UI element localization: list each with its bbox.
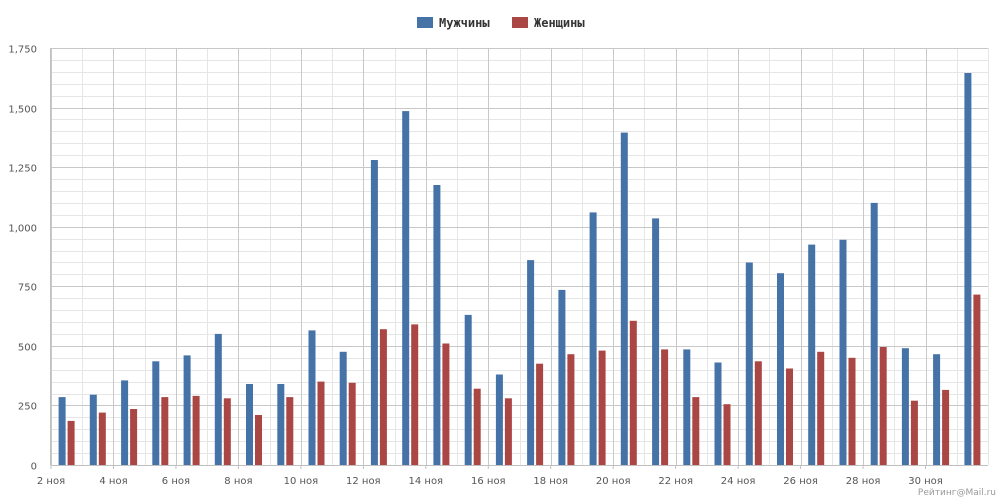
bar-women (379, 329, 387, 465)
x-tick-label: 8 ноя (224, 476, 252, 487)
bar-men (652, 218, 660, 465)
bars (58, 73, 981, 465)
bar-women (348, 382, 356, 465)
bar-women (629, 320, 637, 465)
x-tick-label: 14 ноя (409, 476, 444, 487)
bar-women (317, 381, 325, 465)
bar-women (598, 350, 606, 465)
x-tick-label: 30 ноя (908, 476, 943, 487)
bar-men (901, 348, 909, 465)
legend-label-men[interactable]: Мужчины (439, 16, 490, 30)
bar-men (589, 212, 597, 465)
bar-women (692, 397, 700, 465)
x-tick-label: 18 ноя (533, 476, 568, 487)
bar-women (879, 347, 887, 465)
bar-women (255, 415, 262, 465)
y-axis: 0 250 500 750 1,000 1,250 1,500 1,750 (8, 45, 51, 473)
y-tick-label: 250 (18, 402, 37, 413)
bar-women (98, 412, 106, 465)
bar-men (527, 260, 535, 465)
bar-women (504, 398, 512, 465)
bar-men (839, 239, 847, 465)
y-tick-label: 1,250 (8, 164, 37, 175)
bar-men (121, 380, 129, 465)
bar-men (495, 374, 503, 465)
bar-women (223, 398, 231, 465)
y-tick-label: 750 (18, 283, 37, 294)
bar-women (910, 400, 918, 465)
bar-women (567, 354, 575, 465)
bar-men (152, 361, 160, 465)
y-tick-label: 0 (31, 462, 37, 473)
bar-women (192, 395, 200, 465)
bar-men (89, 394, 97, 465)
bar-women (942, 389, 950, 465)
legend-label-women[interactable]: Женщины (534, 16, 585, 30)
bar-women (161, 397, 169, 465)
y-tick-label: 1,750 (8, 45, 37, 56)
bar-women (473, 388, 481, 465)
bar-men (433, 185, 441, 465)
x-tick-label: 16 ноя (471, 476, 506, 487)
bar-women (286, 397, 294, 465)
bar-men (620, 132, 628, 465)
bar-women (661, 349, 669, 465)
y-tick-label: 1,000 (8, 224, 37, 235)
bar-men (464, 314, 472, 465)
bar-women (723, 404, 731, 465)
x-tick-label: 20 ноя (596, 476, 631, 487)
bar-men (58, 397, 66, 465)
bar-women (130, 409, 138, 465)
bar-men (370, 160, 378, 465)
gridlines (51, 48, 989, 466)
bar-men (745, 262, 753, 465)
x-tick-label: 22 ноя (658, 476, 693, 487)
legend-swatch-women[interactable] (512, 17, 528, 28)
x-tick-label: 28 ноя (846, 476, 881, 487)
x-tick-label: 24 ноя (721, 476, 756, 487)
bar-men (308, 330, 316, 465)
bar-men (214, 333, 222, 465)
bar-men (277, 384, 285, 465)
bar-women (754, 361, 762, 465)
y-tick-label: 500 (18, 343, 37, 354)
x-axis: 2 ноя 4 ноя 6 ноя 8 ноя 10 ноя 12 ноя 14 ноя 16… (37, 465, 988, 487)
bar-men (246, 384, 253, 465)
bar-men (558, 289, 566, 465)
bar-women (67, 420, 75, 465)
bar-women (848, 357, 856, 465)
bar-men (339, 351, 347, 465)
x-tick-label: 26 ноя (783, 476, 818, 487)
bar-men (402, 111, 410, 465)
watermark: Рейтинг@Mail.ru (918, 488, 996, 498)
bar-men (933, 354, 941, 465)
bar-women (786, 368, 793, 465)
bar-men (683, 349, 691, 465)
x-tick-label: 2 ноя (37, 476, 65, 487)
bar-men (870, 202, 878, 465)
x-tick-label: 10 ноя (284, 476, 319, 487)
bar-women (411, 324, 419, 465)
bar-men (964, 73, 972, 465)
bar-women (442, 343, 450, 465)
legend-swatch-men[interactable] (417, 17, 433, 28)
bar-men (777, 273, 784, 465)
x-tick-label: 6 ноя (162, 476, 190, 487)
y-tick-label: 1,500 (8, 105, 37, 116)
bar-women (817, 351, 825, 465)
legend[interactable]: Мужчины Женщины (417, 16, 585, 30)
x-tick-label: 4 ноя (99, 476, 127, 487)
bar-men (808, 244, 816, 465)
bar-women (536, 363, 544, 465)
bar-women (973, 294, 981, 465)
bar-men (183, 355, 191, 465)
x-tick-label: 12 ноя (346, 476, 381, 487)
bar-men (714, 362, 722, 465)
